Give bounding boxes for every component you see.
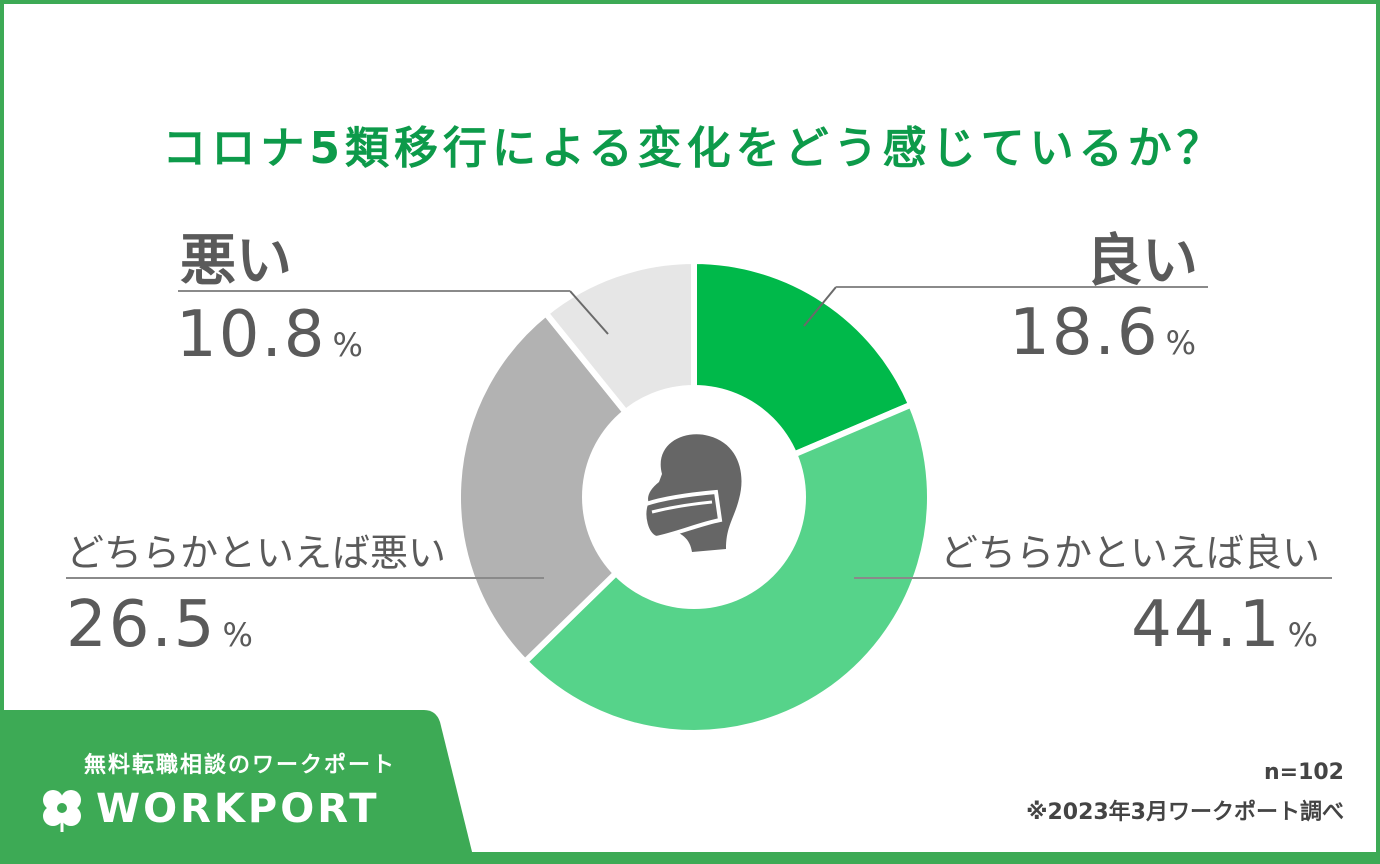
value-bad: 10.8%	[176, 298, 363, 372]
divider-good	[836, 286, 1208, 288]
label-good: 良い	[1086, 229, 1198, 294]
value-good: 18.6%	[1009, 296, 1196, 370]
label-somewhat-good: どちらかといえば良い	[939, 531, 1320, 575]
divider-bad	[178, 290, 570, 292]
leader-line-bad	[569, 290, 609, 335]
footer-tagline: 無料転職相談のワークポート	[84, 753, 397, 778]
sample-size: n=102	[1263, 760, 1344, 785]
clover-icon	[43, 790, 81, 832]
label-bad: 悪い	[180, 229, 292, 294]
chart-title: コロナ5類移行による変化をどう感じているか？	[162, 123, 1226, 174]
label-somewhat-bad: どちらかといえば悪い	[66, 531, 447, 575]
value-somewhat-good: 44.1%	[1131, 588, 1318, 662]
donut-chart	[455, 258, 933, 736]
footer-banner	[4, 710, 1376, 860]
leader-line-good	[803, 286, 837, 327]
source-note: ※2023年3月ワークポート調べ	[1026, 800, 1344, 825]
value-somewhat-bad: 26.5%	[66, 588, 253, 662]
masked-person-icon	[642, 434, 742, 552]
divider-somewhat-bad	[66, 577, 544, 579]
workport-logo: WORKPORT	[38, 784, 380, 834]
divider-somewhat-good	[854, 577, 1332, 579]
slice-somewhat-bad	[455, 310, 697, 665]
brand-name: WORKPORT	[96, 786, 380, 832]
